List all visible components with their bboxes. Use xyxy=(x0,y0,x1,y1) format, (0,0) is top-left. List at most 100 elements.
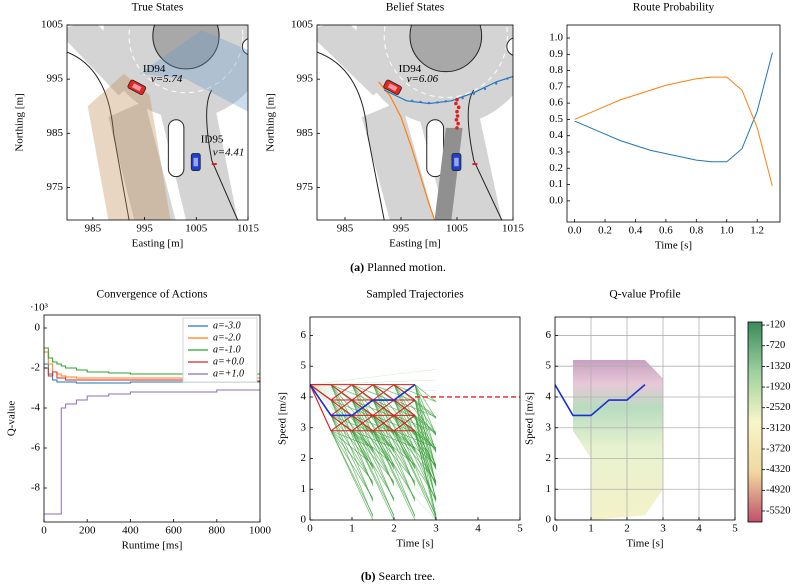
panel: Belief States Easting [m] Northing [m] 985 9… xyxy=(265,2,525,250)
colorbar-tick-label: -5520 xyxy=(766,505,791,516)
road-edge xyxy=(317,51,385,220)
tree-edge xyxy=(310,384,437,413)
panel: Q-value Profile Time [s] Speed [m/s] 0 1 2 3 4 5… xyxy=(524,289,791,550)
y-tick-label: 975 xyxy=(297,181,314,193)
panel-title: Sampled Trajectories xyxy=(366,289,464,301)
tree-edge xyxy=(330,415,374,484)
x-axis-label: Time [s] xyxy=(655,240,692,252)
axes-frame xyxy=(43,314,261,523)
x-tick-label: 1015 xyxy=(237,223,260,235)
lane-strip xyxy=(434,127,463,220)
y-tick-label: 0 xyxy=(301,514,307,526)
colorbar-tick-label: -3120 xyxy=(766,423,791,434)
panel-title: Belief States xyxy=(386,2,445,14)
panel-title: Route Probability xyxy=(633,2,715,14)
tree-edge xyxy=(372,384,416,487)
tree-edge xyxy=(414,384,437,402)
tree-edge xyxy=(414,399,437,502)
x-axis-label: Runtime [ms] xyxy=(122,540,183,552)
tree-edge xyxy=(351,384,395,470)
tree-edge xyxy=(372,415,395,432)
colorbar-tick-label: -2520 xyxy=(766,402,791,413)
particle xyxy=(411,99,414,103)
vehicle-window xyxy=(193,157,199,167)
tree-edge xyxy=(351,415,374,432)
tree-edge xyxy=(330,415,353,432)
best-path xyxy=(555,384,646,417)
tree-edge xyxy=(414,415,437,450)
plot-area xyxy=(555,317,735,520)
tree-edge xyxy=(393,415,416,432)
y-tick-label: 0 xyxy=(35,322,41,334)
tree-edge xyxy=(310,384,332,432)
x-tick-label: 0 xyxy=(41,525,47,537)
tree-edge xyxy=(351,415,395,501)
tree-edge xyxy=(372,430,416,520)
reach-area xyxy=(139,30,248,112)
tree-edge xyxy=(330,430,374,520)
y-tick-label: 0.4 xyxy=(549,129,563,141)
x-tick-label: 985 xyxy=(337,223,354,235)
lane-marking xyxy=(383,25,508,98)
legend-label: a=+0.0 xyxy=(213,356,244,367)
tree-edge xyxy=(351,430,395,520)
y-tick-label: -8 xyxy=(31,482,41,494)
particle xyxy=(427,101,431,105)
tree-edge xyxy=(330,430,374,449)
y-tick-label: 1.0 xyxy=(549,32,563,44)
legend-label: a=-1.0 xyxy=(213,344,241,355)
particle xyxy=(495,82,498,85)
tree-edge xyxy=(330,430,374,499)
vehicle-window xyxy=(132,83,142,92)
vehicle-speed: v=5.74 xyxy=(151,73,183,85)
x-tick-label: 0 xyxy=(307,523,313,535)
x-tick-label: 1005 xyxy=(446,223,469,235)
tree-edge xyxy=(393,399,437,418)
tree-edge xyxy=(330,384,353,401)
panel-title: True States xyxy=(132,2,184,14)
tree-edge xyxy=(330,384,374,487)
tree-edge xyxy=(372,415,416,501)
y-tick-label: -6 xyxy=(31,442,41,454)
tree-edge xyxy=(310,384,332,401)
tree-edge xyxy=(372,399,416,485)
road xyxy=(232,25,248,82)
y-tick-label: 0.9 xyxy=(549,48,563,60)
route xyxy=(383,75,513,105)
tree-edge xyxy=(330,399,374,485)
axes: Convergence of Actions Runtime [ms] Q-valu… xyxy=(6,289,272,552)
tree-edge xyxy=(351,430,395,482)
tree-edge xyxy=(372,399,416,418)
vehicle-id: ID94 xyxy=(143,63,166,75)
colorbar-tick-label: -120 xyxy=(766,320,785,331)
colorbar-tick-label: -4320 xyxy=(766,464,791,475)
axes-frame xyxy=(66,24,249,221)
tree-edge xyxy=(414,384,437,436)
caption-text: Search tree. xyxy=(379,569,436,583)
x-tick-label: 995 xyxy=(393,223,410,235)
caption-label: (b) xyxy=(361,569,376,583)
tree-edge xyxy=(393,415,437,518)
road xyxy=(496,25,513,82)
y-tick-label: 6 xyxy=(546,329,552,341)
y-tick-label: 3 xyxy=(546,421,552,433)
tree-edge xyxy=(351,399,395,502)
x-tick-label: 3 xyxy=(433,523,439,535)
tree-edge xyxy=(330,415,374,433)
tree-edge xyxy=(414,430,437,482)
x-axis-label: Time [s] xyxy=(396,538,433,550)
tree-edge xyxy=(310,384,437,456)
y-tick-label: 5 xyxy=(546,360,552,372)
vehicle-speed: v=6.06 xyxy=(407,73,439,85)
x-tick-label: 1.0 xyxy=(720,225,734,237)
panel: Route Probability Time [s] 0.0 0.2 0.4 0.6 0.8… xyxy=(549,2,781,252)
axes-frame xyxy=(566,24,781,223)
x-tick-label: 1000 xyxy=(249,525,272,537)
tree-edge xyxy=(351,384,395,402)
y-tick-label: 4 xyxy=(301,391,307,403)
y-tick-label: 0 xyxy=(546,514,552,526)
tree-edge xyxy=(330,384,374,453)
tree-edge xyxy=(351,415,395,467)
x-tick-label: 1 xyxy=(588,523,594,535)
axes: Q-value Profile Time [s] Speed [m/s] 0 1 2 3 4 5… xyxy=(524,289,791,550)
